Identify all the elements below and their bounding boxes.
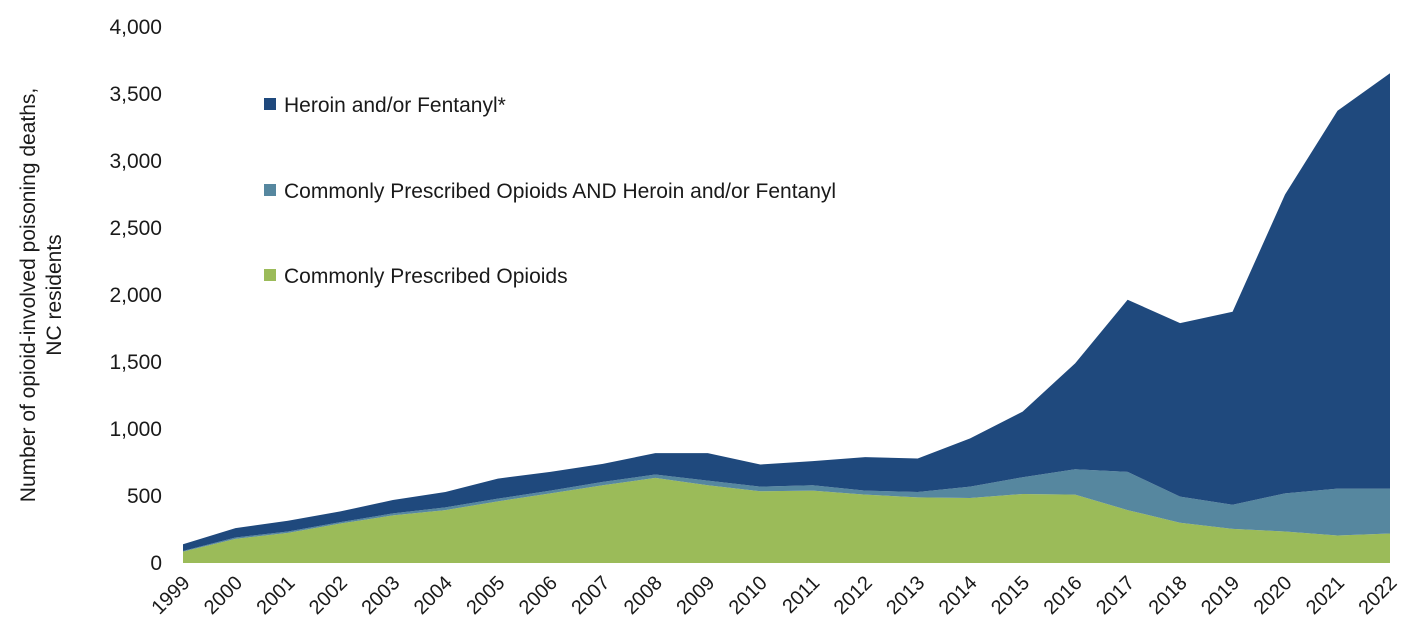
y-tick-label: 2,500 xyxy=(109,217,162,240)
x-tick-label: 2005 xyxy=(462,572,509,619)
x-tick-label: 2011 xyxy=(778,572,824,618)
area-series xyxy=(183,73,1390,563)
y-tick-label: 500 xyxy=(127,485,162,508)
area-commonly-prescribed-opioids xyxy=(183,477,1390,563)
legend-swatch xyxy=(264,184,276,196)
legend-swatch xyxy=(264,98,276,110)
y-axis-label: Number of opioid-involved poisoning deat… xyxy=(17,88,66,502)
x-tick-label: 2001 xyxy=(252,572,299,619)
y-tick-label: 3,500 xyxy=(109,83,162,106)
y-tick-label: 0 xyxy=(150,552,162,575)
y-tick-label: 1,000 xyxy=(109,418,162,441)
legend: Heroin and/or Fentanyl* Commonly Prescrib… xyxy=(264,94,836,288)
x-tick-label: 2017 xyxy=(1092,572,1139,619)
legend-swatch xyxy=(264,269,276,281)
x-tick-label: 2006 xyxy=(515,572,562,619)
legend-label: Commonly Prescribed Opioids AND Heroin a… xyxy=(284,180,836,203)
x-tick-label: 2016 xyxy=(1040,572,1087,619)
y-axis-ticks: 0 500 1,000 1,500 2,000 2,500 3,000 3,500 4,000 xyxy=(109,16,162,575)
x-tick-label: 2008 xyxy=(620,572,667,619)
x-tick-label: 2007 xyxy=(567,572,614,619)
legend-label: Commonly Prescribed Opioids xyxy=(284,265,568,288)
x-tick-label: 2020 xyxy=(1250,572,1297,619)
x-tick-label: 2000 xyxy=(200,572,247,619)
x-tick-label: 2019 xyxy=(1197,572,1244,619)
x-tick-label: 2021 xyxy=(1302,572,1349,619)
area-heroin-and-or-fentanyl xyxy=(183,73,1390,551)
x-tick-label: 2004 xyxy=(410,572,457,619)
y-tick-label: 1,500 xyxy=(109,351,162,374)
y-axis-label-line: Number of opioid-involved poisoning deat… xyxy=(17,88,40,502)
y-tick-label: 2,000 xyxy=(109,284,162,307)
area-commonly-prescribed-opioids-and-heroin-and-or-fentanyl xyxy=(183,469,1390,552)
y-tick-label: 4,000 xyxy=(109,16,162,39)
x-axis-ticks: 1999 2000 2001 2002 2003 2004 2005 2006 2007 2008… xyxy=(148,572,1402,619)
x-tick-label: 2012 xyxy=(830,572,877,619)
x-tick-label: 2013 xyxy=(882,572,929,619)
x-tick-label: 1999 xyxy=(148,572,195,619)
x-tick-label: 2018 xyxy=(1145,572,1192,619)
x-tick-label: 2015 xyxy=(987,572,1034,619)
x-tick-label: 2010 xyxy=(725,572,772,619)
x-tick-label: 2003 xyxy=(357,572,404,619)
y-axis-label-line: NC residents xyxy=(43,234,66,355)
x-tick-label: 2002 xyxy=(305,572,352,619)
x-tick-label: 2009 xyxy=(672,572,719,619)
x-tick-label: 2022 xyxy=(1355,572,1402,619)
x-tick-label: 2014 xyxy=(935,572,982,619)
y-tick-label: 3,000 xyxy=(109,150,162,173)
legend-label: Heroin and/or Fentanyl* xyxy=(284,94,506,117)
